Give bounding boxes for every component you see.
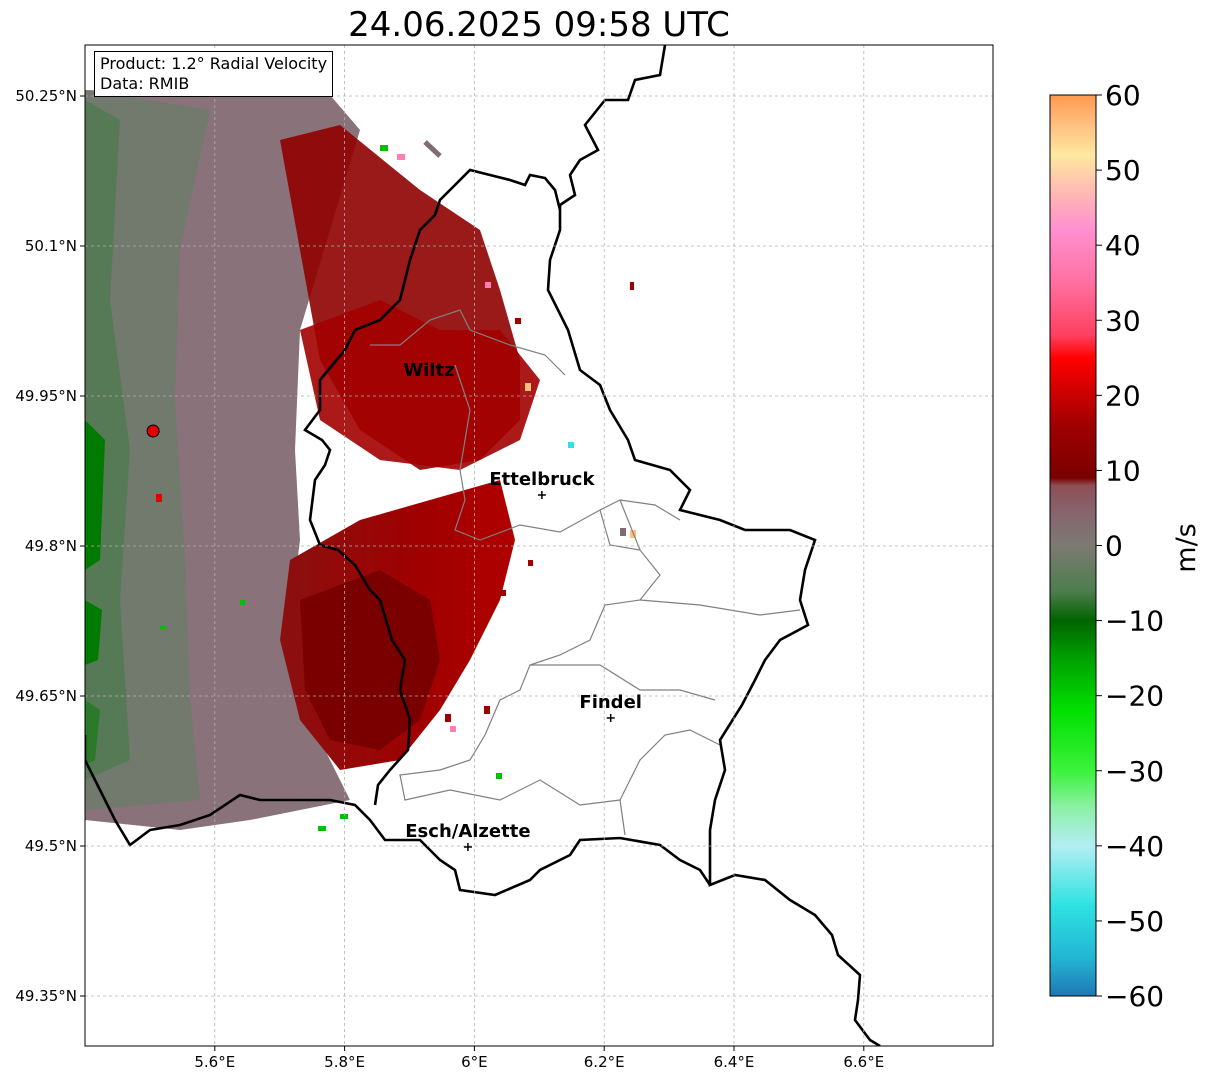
colorbar-tick-label: −40 — [1105, 830, 1164, 863]
city-label: Esch/Alzette — [405, 821, 530, 842]
lat-tick-label: 50.1°N — [25, 237, 77, 255]
colorbar-tick-label: −30 — [1105, 755, 1164, 788]
colorbar-unit-label: m/s — [1171, 523, 1202, 572]
colorbar-tick-label: 20 — [1105, 379, 1141, 412]
gridlines — [85, 45, 993, 1046]
city-marker — [537, 491, 546, 499]
lon-tick-label: 6.4°E — [714, 1053, 755, 1071]
colorbar-tick-label: 0 — [1105, 530, 1123, 563]
colorbar-tick-label: 60 — [1105, 80, 1141, 112]
product-info-box: Product: 1.2° Radial Velocity Data: RMIB — [94, 51, 334, 97]
lon-tick-label: 6°E — [461, 1053, 488, 1071]
product-text: Product: 1.2° Radial Velocity — [100, 54, 328, 73]
colorbar-tick-label: −60 — [1105, 980, 1164, 1013]
colorbar-tick-label: 40 — [1105, 229, 1141, 262]
lon-tick-label: 6.2°E — [584, 1053, 625, 1071]
lat-tick-label: 49.65°N — [15, 687, 77, 705]
radar-map: 5.6°E 5.8°E 6°E 6.2°E 6.4°E 6.6°E 50.25°N 50.1… — [15, 44, 994, 1071]
lat-tick-label: 49.8°N — [25, 537, 77, 555]
data-source-text: Data: RMIB — [100, 74, 190, 93]
colorbar-tick-label: 30 — [1105, 304, 1141, 337]
radar-site-marker — [146, 424, 160, 438]
lon-tick-label: 6.6°E — [843, 1053, 884, 1071]
lon-tick-label: 5.8°E — [324, 1053, 365, 1071]
lat-ticks: 50.25°N 50.1°N 49.95°N 49.8°N 49.65°N 49.5°N 4… — [15, 87, 85, 1005]
city-labels: Wiltz Ettelbruck Findel Esch/Alzette — [403, 360, 642, 851]
colorbar-tick-label: −10 — [1105, 605, 1164, 638]
lon-ticks: 5.6°E 5.8°E 6°E 6.2°E 6.4°E 6.6°E — [194, 1046, 884, 1071]
city-marker — [606, 714, 615, 722]
city-marker — [463, 843, 472, 851]
lon-tick-label: 5.6°E — [194, 1053, 235, 1071]
colorbar-tick-label: 10 — [1105, 454, 1141, 487]
city-label: Findel — [579, 692, 642, 713]
colorbar-tick-label: 50 — [1105, 154, 1141, 187]
lat-tick-label: 49.35°N — [15, 987, 77, 1005]
lat-tick-label: 49.95°N — [15, 387, 77, 405]
colorbar-ramp — [1049, 94, 1097, 997]
lat-tick-label: 49.5°N — [25, 837, 77, 855]
map-frame — [84, 44, 994, 1047]
velocity-colorbar: 60 50 40 30 20 10 0 −10 −20 −30 −40 −50 −60 m/s — [1049, 80, 1202, 1013]
colorbar-tick-label: −20 — [1105, 680, 1164, 713]
map-title: 24.06.2025 09:58 UTC — [348, 5, 730, 45]
lat-tick-label: 50.25°N — [15, 87, 77, 105]
radar-echoes — [85, 90, 636, 831]
city-label: Wiltz — [403, 360, 454, 381]
city-label: Ettelbruck — [489, 469, 595, 490]
borders — [85, 45, 881, 1046]
colorbar-tick-label: −50 — [1105, 905, 1164, 938]
